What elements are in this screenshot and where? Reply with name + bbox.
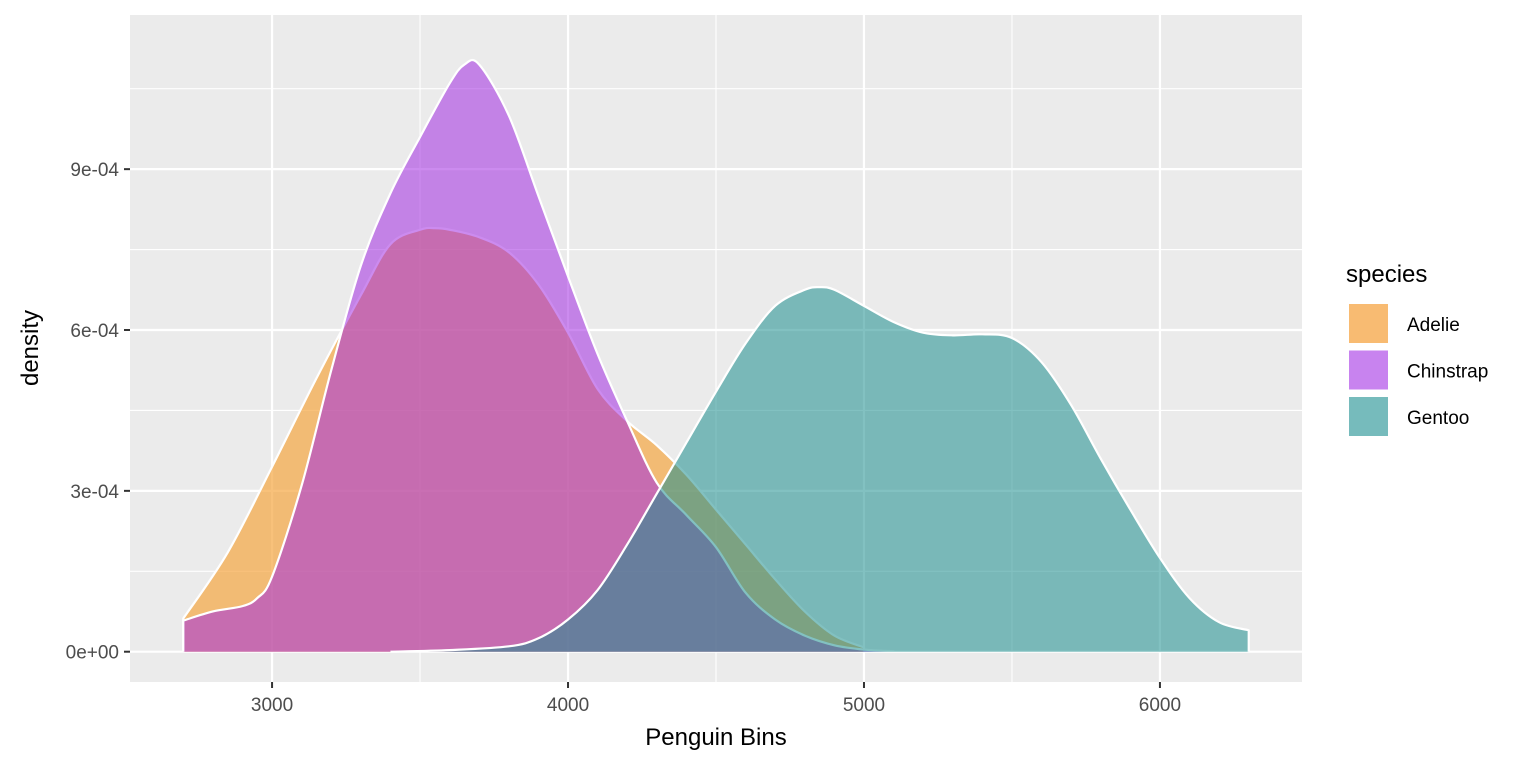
density-area-gentoo xyxy=(390,287,1249,652)
legend-title: species xyxy=(1346,261,1427,288)
y-tick-label: 9e-04 xyxy=(70,160,119,181)
x-tick-label: 6000 xyxy=(1139,695,1181,716)
y-axis-title: density xyxy=(17,310,44,386)
y-tick-label: 3e-04 xyxy=(70,482,119,503)
density-outline-gentoo xyxy=(390,285,1250,653)
legend-label-gentoo: Gentoo xyxy=(1407,408,1469,429)
legend-label-adelie: Adelie xyxy=(1407,315,1460,336)
y-tick-label: 0e+00 xyxy=(66,643,119,664)
x-axis: 3000 4000 5000 6000 xyxy=(251,682,1181,716)
legend-swatch-adelie xyxy=(1349,304,1388,343)
x-axis-title: Penguin Bins xyxy=(645,724,786,751)
x-tick-label: 5000 xyxy=(843,695,885,716)
x-tick-label: 3000 xyxy=(251,695,293,716)
legend-label-chinstrap: Chinstrap xyxy=(1407,362,1488,383)
density-area-chinstrap xyxy=(183,60,894,652)
x-tick-label: 4000 xyxy=(547,695,589,716)
density-areas xyxy=(182,58,1250,653)
y-axis: 0e+00 3e-04 6e-04 9e-04 xyxy=(66,160,130,664)
y-tick-label: 6e-04 xyxy=(70,321,119,342)
legend: species Adelie Chinstrap Gentoo xyxy=(1346,261,1488,437)
legend-swatch-chinstrap xyxy=(1349,350,1388,390)
legend-swatch-gentoo xyxy=(1349,397,1388,436)
